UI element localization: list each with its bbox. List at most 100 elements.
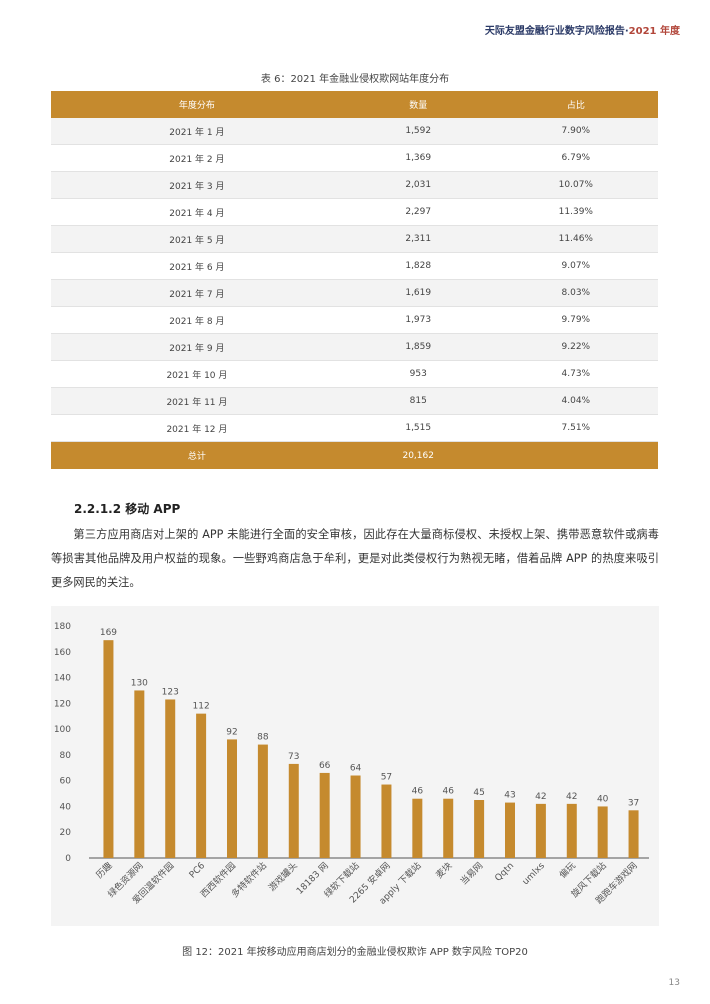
table-row: 2021 年 8 月 1,973 9.79%: [51, 306, 658, 334]
row-count: 1,828: [342, 252, 494, 280]
y-tick-label: 80: [60, 751, 72, 761]
bar-value-label: 73: [288, 752, 299, 762]
bar: [350, 775, 361, 858]
y-tick-label: 160: [54, 648, 71, 658]
row-share: 4.04%: [493, 387, 658, 415]
row-period: 2021 年 7 月: [51, 279, 343, 307]
table-row: 2021 年 3 月 2,031 10.07%: [51, 171, 658, 199]
row-count: 1,369: [342, 144, 494, 172]
y-tick-label: 180: [54, 622, 71, 632]
bar-value-label: 130: [131, 678, 148, 688]
bar-value-label: 88: [257, 733, 269, 743]
report-header-title: 天际友盟金融行业数字风险报告·2021 年度: [485, 22, 680, 37]
category-label: umlxs: [521, 861, 547, 887]
page-number: 13: [668, 978, 680, 988]
bar: [535, 803, 546, 858]
row-share: 7.51%: [493, 414, 658, 442]
y-tick-label: 100: [54, 725, 71, 735]
bar: [474, 800, 485, 858]
bar-value-label: 123: [162, 687, 179, 697]
y-tick-label: 120: [54, 699, 71, 709]
bar: [227, 739, 237, 858]
category-label: 当易网: [458, 860, 486, 888]
bar-value-label: 40: [597, 794, 609, 804]
table-row: 2021 年 10 月 953 4.73%: [51, 360, 658, 388]
row-period: 2021 年 8 月: [51, 306, 343, 334]
row-share: 4.73%: [493, 360, 658, 388]
row-share: 10.07%: [493, 171, 658, 199]
bar: [134, 690, 145, 858]
row-share: 9.79%: [493, 306, 658, 334]
row-count: 815: [342, 387, 494, 415]
bar-value-label: 57: [381, 773, 392, 783]
bar-value-label: 92: [226, 727, 237, 737]
bar-value-label: 46: [412, 787, 424, 797]
total-value: 20,162: [342, 441, 494, 469]
bar: [288, 763, 299, 858]
table-caption: 表 6：2021 年金融业侵权欺网站年度分布: [260, 74, 450, 85]
row-share: 7.90%: [493, 118, 658, 145]
bar: [412, 798, 423, 858]
row-count: 2,311: [342, 225, 494, 253]
row-period: 2021 年 9 月: [51, 333, 343, 361]
bar-chart-panel: 0 20 40 60 80 100 120 140 160 180 169 历趣 130 绿色资源网 123…: [51, 606, 659, 926]
table-row: 2021 年 6 月 1,828 9.07%: [51, 252, 658, 280]
row-count: 1,859: [342, 333, 494, 361]
column-header-count: 数量: [342, 91, 494, 118]
row-period: 2021 年 10 月: [51, 360, 343, 388]
category-label: PC6: [188, 861, 208, 881]
y-tick-label: 20: [60, 828, 72, 838]
table-row: 2021 年 12 月 1,515 7.51%: [51, 414, 658, 442]
category-label: 游戏罐头: [266, 860, 300, 894]
bar: [597, 806, 608, 858]
bar: [628, 810, 639, 858]
figure-caption: 图 12：2021 年按移动应用商店划分的金融业侵权欺诈 APP 数字风险 TO…: [182, 947, 528, 958]
table-header-row: 年度分布 数量 占比: [51, 91, 658, 118]
table-body: 2021 年 1 月 1,592 7.90% 2021 年 2 月 1,369 6.79%…: [51, 118, 658, 442]
row-count: 2,031: [342, 171, 494, 199]
bar: [257, 744, 268, 858]
section-paragraph: 第三方应用商店对上架的 APP 未能进行全面的安全审核，因此存在大量商标侵权、未…: [51, 528, 659, 589]
row-count: 1,592: [342, 118, 494, 145]
row-share: 9.22%: [493, 333, 658, 361]
table-row: 2021 年 9 月 1,859 9.22%: [51, 333, 658, 361]
bar: [381, 784, 392, 858]
row-period: 2021 年 5 月: [51, 225, 343, 253]
row-period: 2021 年 1 月: [51, 118, 343, 145]
category-label: 偏玩: [557, 860, 578, 881]
bar-value-label: 46: [442, 787, 454, 797]
bar-value-label: 66: [319, 761, 331, 771]
row-count: 1,619: [342, 279, 494, 307]
row-count: 2,297: [342, 198, 494, 226]
row-count: 1,515: [342, 414, 494, 442]
bar: [505, 802, 515, 858]
table-row: 2021 年 1 月 1,592 7.90%: [51, 118, 658, 145]
bar-value-label: 42: [566, 792, 577, 802]
bar-value-label: 43: [504, 791, 515, 801]
row-period: 2021 年 11 月: [51, 387, 343, 415]
section-heading: 2.2.1.2 移动 APP: [74, 502, 181, 516]
category-label: 麦块: [433, 860, 454, 881]
bar: [443, 798, 454, 858]
category-label: 历趣: [93, 860, 114, 881]
row-share: 11.39%: [493, 198, 658, 226]
bar-value-label: 45: [473, 788, 484, 798]
y-tick-label: 60: [60, 777, 72, 787]
y-tick-label: 0: [65, 854, 71, 864]
table-row: 2021 年 5 月 2,311 11.46%: [51, 225, 658, 253]
row-period: 2021 年 4 月: [51, 198, 343, 226]
table-row: 2021 年 7 月 1,619 8.03%: [51, 279, 658, 307]
bar: [103, 640, 114, 858]
row-period: 2021 年 2 月: [51, 144, 343, 172]
table-total-row: 总计 20,162: [51, 441, 658, 469]
bar: [196, 713, 207, 858]
column-header-share: 占比: [493, 91, 658, 118]
table-row: 2021 年 2 月 1,369 6.79%: [51, 144, 658, 172]
bar-value-label: 42: [535, 792, 546, 802]
category-label: Qqtn: [493, 861, 516, 884]
row-share: 9.07%: [493, 252, 658, 280]
row-share: 6.79%: [493, 144, 658, 172]
bar-value-label: 64: [350, 764, 362, 774]
row-count: 953: [342, 360, 494, 388]
table-row: 2021 年 4 月 2,297 11.39%: [51, 198, 658, 226]
